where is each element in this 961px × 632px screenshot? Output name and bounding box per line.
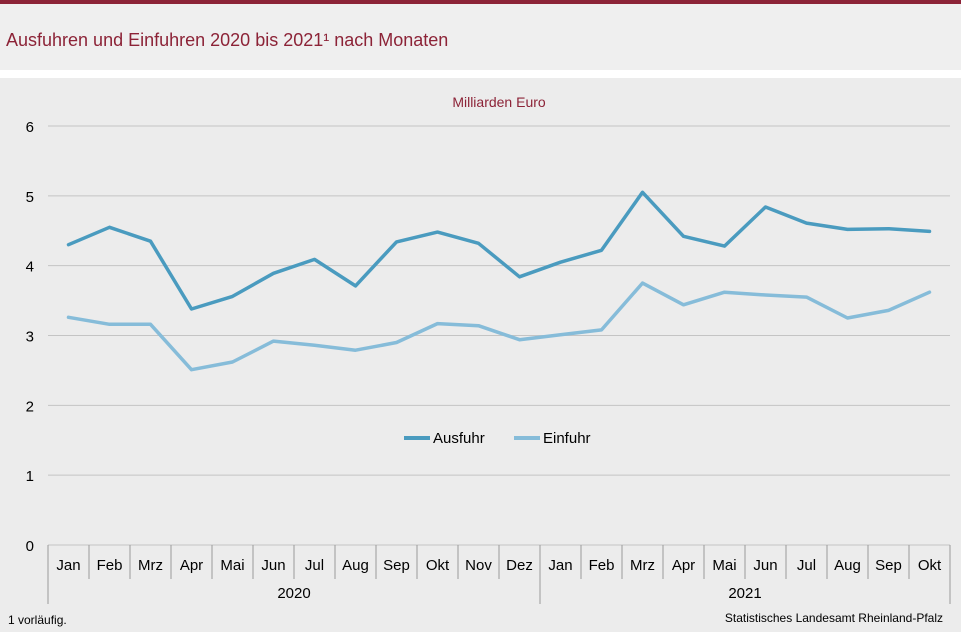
- series-line-ausfuhr: [66, 190, 932, 311]
- y-tick-label: 3: [26, 329, 34, 346]
- x-tick-label: Nov: [465, 557, 492, 574]
- x-tick-label: Okt: [918, 557, 942, 574]
- y-tick-label: 2: [26, 398, 34, 415]
- x-tick-label: Jan: [56, 557, 80, 574]
- y-tick-label: 0: [26, 538, 34, 555]
- x-tick-label: Apr: [672, 557, 695, 574]
- x-tick-label: Jul: [305, 557, 324, 574]
- chart-title: Ausfuhren und Einfuhren 2020 bis 2021¹ n…: [6, 30, 449, 50]
- line-chart: Milliarden Euro 0 1 2 3 4 5 6 2020 2021 Jan Feb Mrz A…: [26, 94, 951, 604]
- x-tick-label: Sep: [383, 557, 410, 574]
- x-tick-label: Apr: [180, 557, 203, 574]
- header: Ausfuhren und Einfuhren 2020 bis 2021¹ n…: [0, 4, 961, 70]
- x-tick-label: Jun: [753, 557, 777, 574]
- legend-label: Einfuhr: [543, 430, 591, 447]
- year-label: 2020: [277, 585, 310, 602]
- y-tick-label: 1: [26, 468, 34, 485]
- x-tick-label: Mrz: [630, 557, 655, 574]
- source-label: Statistisches Landesamt Rheinland-Pfalz: [724, 611, 943, 625]
- x-tick-label: Aug: [834, 557, 861, 574]
- y-tick-label: 4: [26, 259, 34, 276]
- x-tick-label: Mai: [220, 557, 244, 574]
- x-tick-label: Jul: [797, 557, 816, 574]
- top-accent-bar: [0, 0, 961, 4]
- x-tick-label: Mrz: [138, 557, 163, 574]
- x-tick-label: Dez: [506, 557, 533, 574]
- y-tick-label: 5: [26, 189, 34, 206]
- series-line-einfuhr: [66, 281, 932, 372]
- x-tick-label: Okt: [426, 557, 450, 574]
- x-tick-label: Sep: [875, 557, 902, 574]
- year-label: 2021: [728, 585, 761, 602]
- x-tick-label: Jun: [261, 557, 285, 574]
- chart-area: Milliarden Euro 0 1 2 3 4 5 6 2020 2021 Jan Feb Mrz A…: [0, 78, 961, 632]
- y-tick-label: 6: [26, 119, 34, 136]
- x-tick-label: Mai: [712, 557, 736, 574]
- x-tick-label: Aug: [342, 557, 369, 574]
- legend-label: Ausfuhr: [433, 430, 485, 447]
- x-tick-label: Feb: [589, 557, 615, 574]
- unit-label: Milliarden Euro: [452, 94, 546, 110]
- footnote: 1 vorläufig.: [8, 613, 67, 627]
- separator: [0, 70, 961, 78]
- x-tick-label: Jan: [548, 557, 572, 574]
- x-tick-label: Feb: [97, 557, 123, 574]
